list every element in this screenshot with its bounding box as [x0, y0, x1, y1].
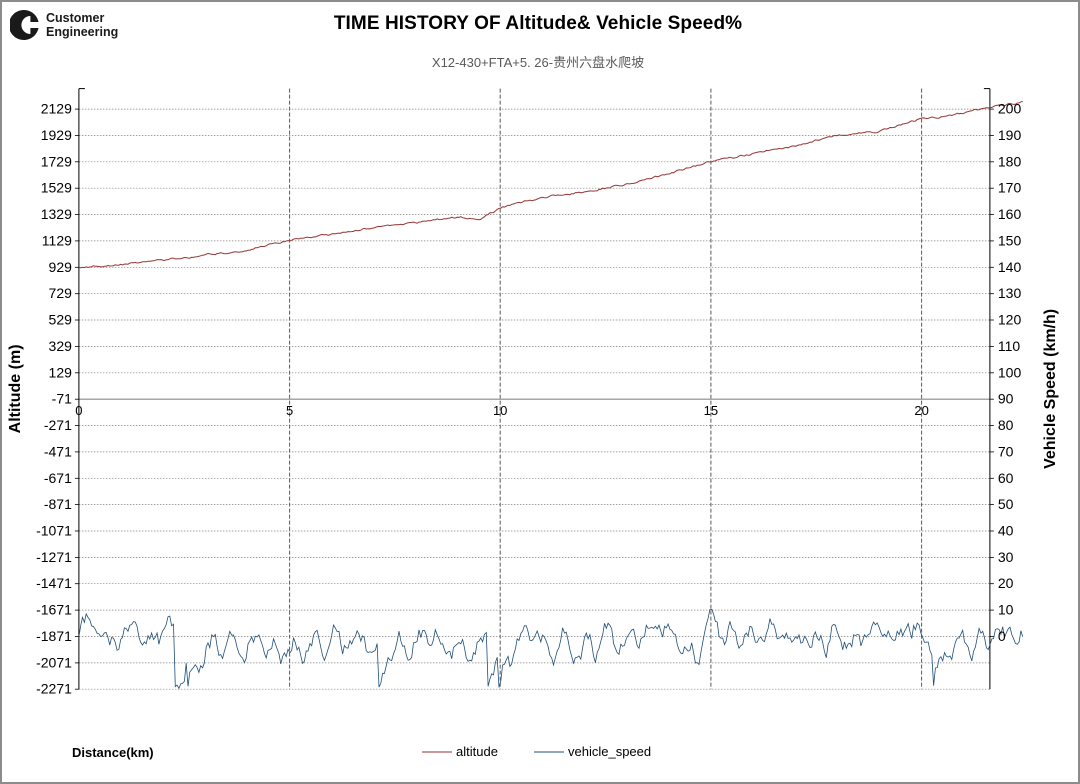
svg-text:20: 20: [914, 403, 928, 418]
svg-text:1329: 1329: [41, 206, 72, 222]
svg-text:-1671: -1671: [36, 602, 72, 618]
svg-text:190: 190: [998, 127, 1022, 143]
svg-text:130: 130: [998, 285, 1022, 301]
svg-text:-71: -71: [52, 391, 72, 407]
svg-text:200: 200: [998, 101, 1022, 117]
svg-text:129: 129: [49, 364, 73, 380]
svg-text:20: 20: [998, 575, 1014, 591]
svg-text:150: 150: [998, 232, 1022, 248]
svg-text:60: 60: [998, 470, 1014, 486]
svg-text:160: 160: [998, 206, 1022, 222]
svg-text:50: 50: [998, 496, 1014, 512]
svg-text:15: 15: [704, 403, 718, 418]
svg-text:Altitude (m): Altitude (m): [7, 344, 24, 433]
svg-text:329: 329: [49, 338, 73, 354]
svg-text:2129: 2129: [41, 101, 72, 117]
svg-text:-671: -671: [44, 470, 72, 486]
svg-text:140: 140: [998, 259, 1022, 275]
svg-text:30: 30: [998, 549, 1014, 565]
svg-text:1729: 1729: [41, 153, 72, 169]
svg-text:-2271: -2271: [36, 681, 72, 697]
svg-text:40: 40: [998, 523, 1014, 539]
svg-text:10: 10: [998, 602, 1014, 618]
svg-text:5: 5: [286, 403, 293, 418]
svg-text:100: 100: [998, 364, 1022, 380]
svg-text:90: 90: [998, 391, 1014, 407]
svg-text:729: 729: [49, 285, 73, 301]
svg-text:10: 10: [493, 403, 507, 418]
svg-text:80: 80: [998, 417, 1014, 433]
svg-text:70: 70: [998, 443, 1014, 459]
svg-text:180: 180: [998, 153, 1022, 169]
svg-text:1529: 1529: [41, 180, 72, 196]
svg-text:-1271: -1271: [36, 549, 72, 565]
svg-text:-2071: -2071: [36, 654, 72, 670]
svg-text:120: 120: [998, 312, 1022, 328]
svg-text:-1471: -1471: [36, 575, 72, 591]
svg-text:-271: -271: [44, 417, 72, 433]
svg-text:-1071: -1071: [36, 523, 72, 539]
svg-text:170: 170: [998, 180, 1022, 196]
svg-text:-871: -871: [44, 496, 72, 512]
svg-text:0: 0: [75, 403, 82, 418]
svg-text:Vehicle Speed (km/h): Vehicle Speed (km/h): [1042, 309, 1059, 469]
svg-text:1129: 1129: [42, 232, 72, 248]
svg-text:0: 0: [998, 628, 1006, 644]
svg-text:1929: 1929: [41, 127, 72, 143]
svg-text:929: 929: [49, 259, 73, 275]
svg-text:529: 529: [49, 312, 73, 328]
svg-text:110: 110: [998, 338, 1021, 354]
svg-text:-471: -471: [44, 443, 72, 459]
svg-text:-1871: -1871: [36, 628, 72, 644]
